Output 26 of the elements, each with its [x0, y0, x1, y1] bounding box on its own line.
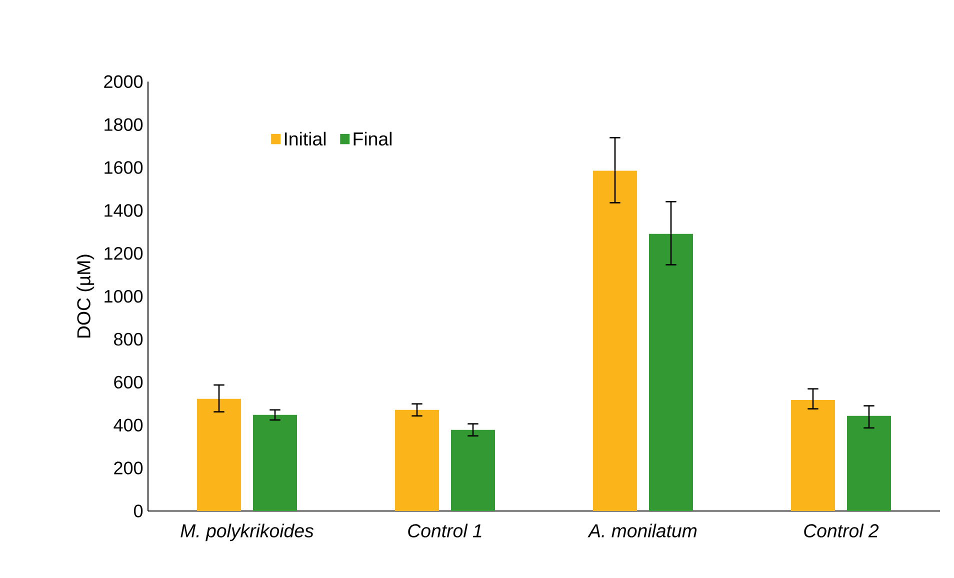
x-tick-label: A. monilatum	[588, 524, 697, 538]
bar	[395, 410, 439, 511]
y-tick-label: 1800	[104, 118, 143, 131]
bar	[648, 234, 693, 511]
x-tick-label: M. polykrikoides	[180, 524, 314, 542]
y-tick-label: 200	[114, 462, 143, 474]
y-tick-label: 2000	[104, 75, 143, 88]
y-axis-title: DOC (µM)	[76, 254, 94, 338]
bar	[592, 170, 637, 511]
bar	[253, 414, 298, 511]
bar	[846, 416, 891, 511]
bar	[451, 430, 495, 511]
y-tick-label: 1200	[104, 247, 143, 260]
y-tick-label: 1000	[104, 290, 143, 303]
y-tick-label: 600	[114, 376, 143, 389]
bar	[197, 398, 242, 511]
y-tick-label: 1600	[104, 161, 143, 174]
legend-label: Initial	[284, 132, 326, 146]
x-tick-label: Control 2	[804, 524, 879, 538]
y-tick-label: 800	[114, 332, 143, 346]
y-tick-label: 1400	[104, 204, 143, 217]
bar	[790, 400, 835, 511]
y-tick-label: 400	[114, 418, 143, 432]
x-tick-label: Control 1	[408, 524, 482, 538]
legend-label: Final	[354, 132, 392, 146]
y-tick-label: 0	[134, 504, 143, 518]
